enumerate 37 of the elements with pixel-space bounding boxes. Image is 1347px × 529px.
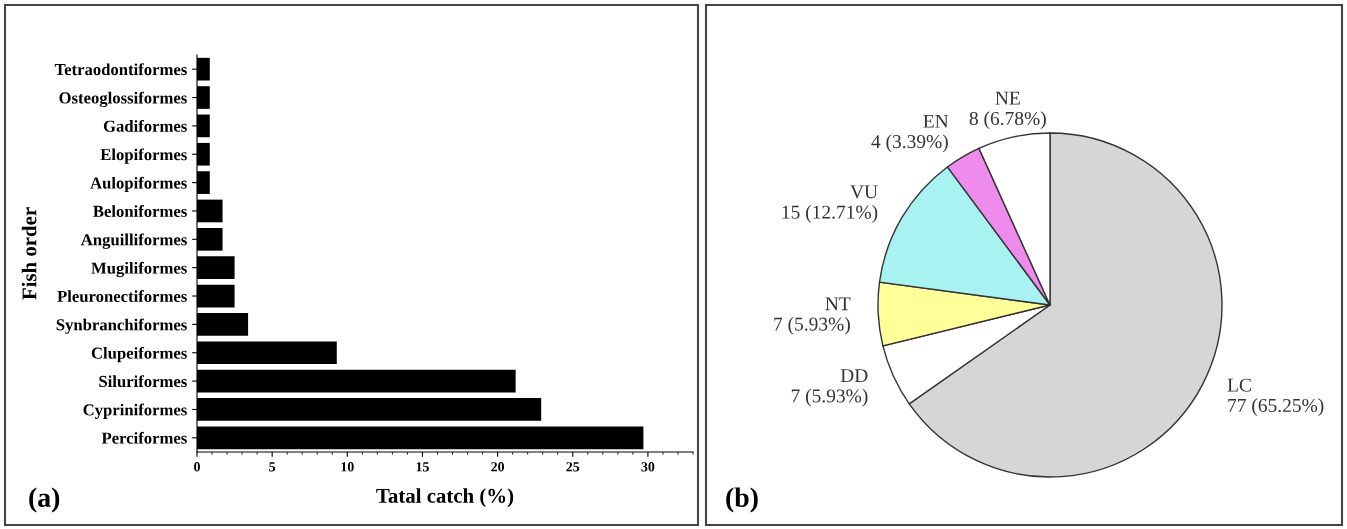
slice-label: DD bbox=[840, 369, 868, 382]
slice-label: NT bbox=[825, 297, 851, 311]
text: (a) bbox=[29, 487, 60, 513]
y-tick-label: Elopiformes bbox=[100, 148, 187, 164]
x-tick-label: 0 bbox=[194, 462, 200, 472]
y-tick-label: Anguilliformes bbox=[80, 233, 187, 249]
y-tick-label: Perciformes bbox=[101, 431, 187, 444]
x-tick-label: 15 bbox=[416, 462, 429, 472]
data-label: 15 (12.71%) bbox=[782, 205, 878, 223]
data-label: 4 (3.39%) bbox=[871, 134, 948, 153]
data-label: 77 (65.25%) bbox=[1228, 398, 1324, 416]
data-label: 7 (5.93%) bbox=[774, 316, 850, 335]
data-label: 7 (5.93%) bbox=[791, 388, 868, 407]
y-tick-label: Clupeiformes bbox=[91, 346, 187, 363]
data-label: 8 (6.78%) bbox=[969, 111, 1046, 129]
slice-label: VU bbox=[850, 185, 878, 199]
y-tick-label: Mugiliformes bbox=[91, 261, 187, 278]
y-tick-label: Synbranchiformes bbox=[56, 318, 187, 334]
slice-label: EN bbox=[923, 114, 949, 128]
slice-label: NE bbox=[995, 91, 1020, 105]
y-tick-label: Tetraodontiformes bbox=[54, 63, 187, 76]
x-axis-title: Tatal catch (%) bbox=[376, 488, 514, 508]
text: (b) bbox=[726, 487, 758, 513]
slice-label: LC bbox=[1227, 378, 1251, 392]
x-tick-label: 25 bbox=[566, 462, 580, 472]
x-tick-label: 20 bbox=[491, 462, 505, 472]
y-tick-label: Cypriniformes bbox=[83, 403, 187, 419]
y-tick-label: Gadiformes bbox=[103, 119, 187, 132]
y-tick-label: Osteoglossiformes bbox=[59, 91, 187, 108]
x-tick-label: 30 bbox=[641, 462, 655, 472]
y-tick-label: Aulopiformes bbox=[90, 176, 187, 193]
y-tick-label: Pleuronectiformes bbox=[57, 290, 187, 303]
y-tick-label: Siluriformes bbox=[99, 375, 187, 388]
y-tick-label: Beloniformes bbox=[93, 205, 187, 217]
x-tick-label: 5 bbox=[269, 462, 276, 472]
y-axis-title: Fish order bbox=[21, 207, 37, 300]
x-tick-label: 10 bbox=[341, 462, 354, 472]
